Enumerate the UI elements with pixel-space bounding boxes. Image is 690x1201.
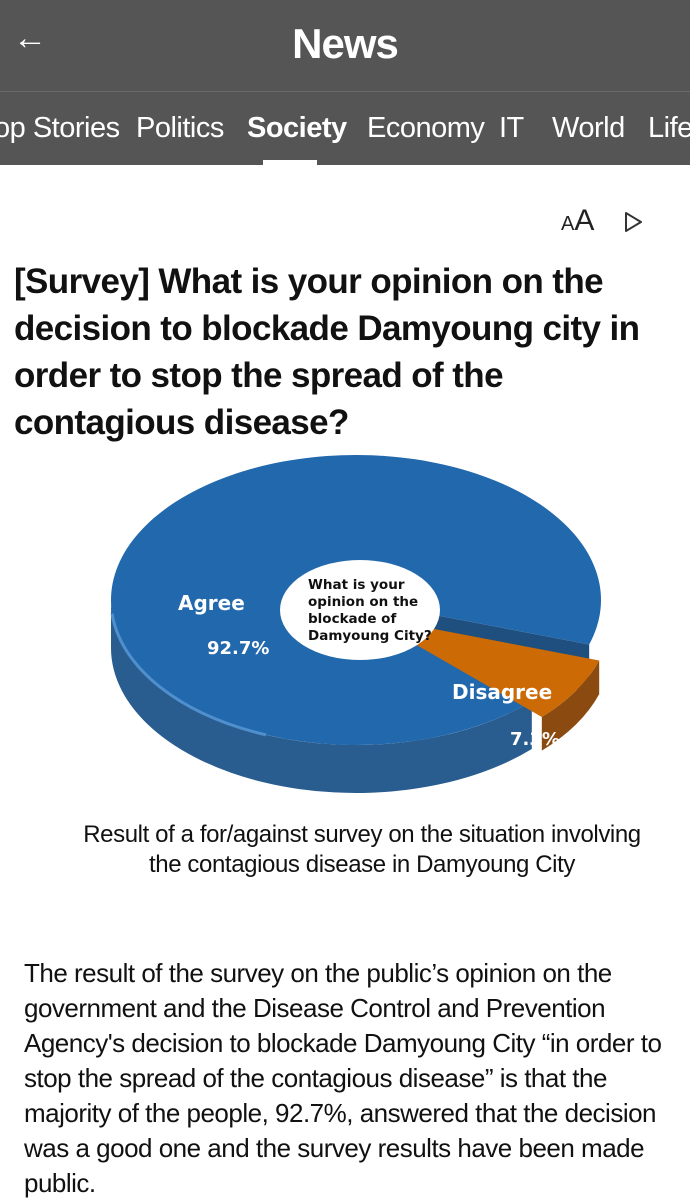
disagree-value-label: 7.3% [510, 729, 560, 750]
tab-politics[interactable]: Politics [136, 112, 224, 144]
chart-center-label-bg [280, 560, 440, 660]
caption-line-1: Result of a for/against survey on the si… [83, 821, 641, 848]
back-arrow-icon[interactable]: ← [13, 19, 47, 57]
tab-society[interactable]: Society [247, 112, 347, 144]
disagree-slice-side [541, 660, 600, 751]
disagree-label: Disagree [452, 680, 552, 704]
caption-line-2: the contagious disease in Damyoung City [149, 851, 575, 878]
chart-title-line: opinion on the [308, 594, 418, 610]
font-size-small-icon: A [561, 213, 575, 235]
app-title: News [292, 20, 399, 67]
play-icon[interactable] [620, 208, 646, 236]
agree-value-label: 92.7% [207, 638, 269, 659]
active-tab-indicator [263, 160, 317, 165]
app-header: ← News [0, 0, 690, 92]
agree-slice-side [110, 600, 532, 794]
survey-pie-chart: What is your opinion on the blockade of Dam… [100, 450, 620, 810]
tab-economy[interactable]: Economy [367, 112, 485, 144]
agree-slice-highlight [110, 613, 267, 737]
tab-it[interactable]: IT [499, 112, 524, 144]
chart-title-line: blockade of [308, 611, 396, 627]
chart-title-line: Damyoung City? [308, 628, 432, 644]
article-body: The result of the survey on the public’s… [24, 958, 662, 1198]
tab-world[interactable]: World [552, 112, 625, 144]
font-size-large-icon: A [574, 204, 595, 237]
tab-top-stories[interactable]: op Stories [0, 112, 120, 144]
chart-caption: Result of a for/against survey on the si… [60, 820, 664, 880]
disagree-slice-top [366, 616, 600, 717]
category-tabs: op Stories Politics Society Economy IT W… [0, 92, 690, 165]
chart-title-line: What is your [308, 577, 405, 593]
agree-label: Agree [178, 591, 245, 615]
font-size-button[interactable]: AA [561, 204, 607, 240]
tab-life[interactable]: Life [648, 112, 690, 144]
article-headline: [Survey] What is your opinion on the dec… [14, 262, 640, 442]
